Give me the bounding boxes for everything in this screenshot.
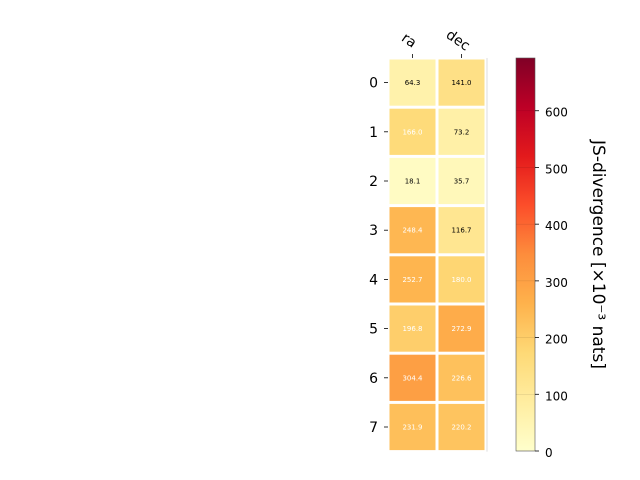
heatmap-cell <box>389 108 436 155</box>
heatmap-cell <box>389 59 436 106</box>
heatmap-grid: 64.3 141.0 166.0 73.2 18.1 35.7 248.4 116.7 252.… <box>389 58 488 452</box>
heatmap-cell <box>438 207 485 254</box>
heatmap-cell <box>438 305 485 352</box>
row-label: 5 <box>369 322 378 338</box>
row-labels: 0 1 2 3 4 5 6 7 <box>369 76 388 436</box>
heatmap-cell <box>438 59 485 106</box>
cell-value-label: 252.7 <box>402 276 422 284</box>
cell-value-label: 220.2 <box>451 424 471 432</box>
heatmap-cell <box>389 305 436 352</box>
heatmap-cell <box>389 256 436 303</box>
cell-value-label: 166.0 <box>402 128 422 136</box>
row-label: 2 <box>369 174 378 190</box>
cell-value-label: 116.7 <box>451 227 471 235</box>
row-label: 6 <box>369 371 378 387</box>
cell-value-label: 35.7 <box>454 178 470 186</box>
row-label: 4 <box>369 272 378 288</box>
cell-value-label: 180.0 <box>451 276 471 284</box>
cell-value-label: 18.1 <box>405 178 421 186</box>
colorbar-label: JS-divergence [×10⁻³ nats] <box>588 139 608 369</box>
heatmap-cell <box>389 157 436 205</box>
colorbar-tick-label: 200 <box>545 333 568 347</box>
cell-value-label: 73.2 <box>454 128 470 136</box>
heatmap-cell <box>438 256 485 303</box>
heatmap-cell <box>438 157 485 205</box>
heatmap-cell <box>438 354 485 401</box>
cell-value-label: 248.4 <box>402 227 423 235</box>
heatmap-cell <box>389 354 436 401</box>
row-label: 0 <box>369 76 378 92</box>
colorbar-tick-label: 300 <box>545 276 568 290</box>
colorbar: 0 100 200 300 400 500 600 JS-divergence [×10⁻³… <box>515 57 608 460</box>
cell-value-label: 141.0 <box>451 79 471 87</box>
colorbar-tick-label: 400 <box>545 219 568 233</box>
cell-value-label: 272.9 <box>451 325 471 333</box>
colorbar-gradient <box>515 57 536 452</box>
cell-value-label: 231.9 <box>402 424 422 432</box>
cell-value-label: 304.4 <box>402 374 423 382</box>
colorbar-tick-label: 100 <box>545 389 568 403</box>
colorbar-tick-label: 600 <box>545 106 568 120</box>
row-label: 1 <box>369 125 378 141</box>
colorbar-tick-label: 0 <box>545 446 553 460</box>
row-label: 7 <box>369 420 378 436</box>
heatmap-cell <box>438 108 485 155</box>
row-label: 3 <box>369 223 378 239</box>
cell-value-label: 226.6 <box>451 374 472 382</box>
heatmap-cell <box>438 403 485 451</box>
cell-value-label: 64.3 <box>405 79 421 87</box>
cell-value-label: 196.8 <box>402 325 422 333</box>
colorbar-tick-label: 500 <box>545 162 568 176</box>
heatmap-cell <box>389 403 436 451</box>
heatmap-cell <box>389 207 436 254</box>
colorbar-ticks: 0 100 200 300 400 500 600 <box>516 106 568 460</box>
